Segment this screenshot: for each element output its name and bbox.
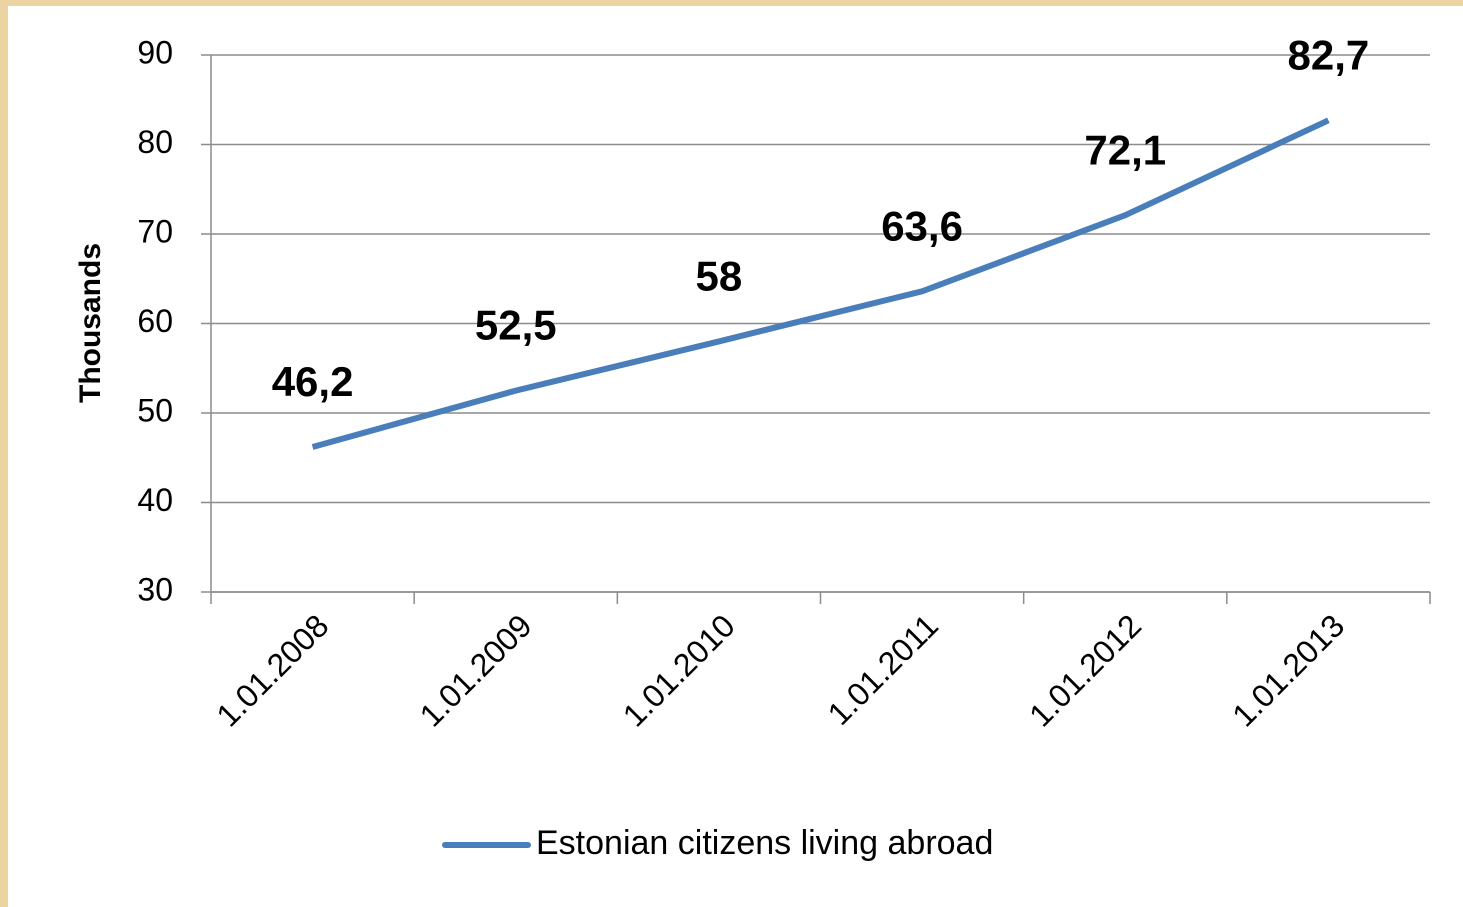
y-tick-label: 70 bbox=[137, 213, 173, 249]
series-line bbox=[311, 117, 1330, 450]
data-label: 63,6 bbox=[881, 202, 963, 249]
data-label: 46,2 bbox=[272, 358, 354, 405]
data-label: 52,5 bbox=[475, 302, 557, 349]
chart-area bbox=[8, 6, 1463, 907]
legend-label: Estonian citizens living abroad bbox=[536, 824, 993, 862]
data-label: 82,7 bbox=[1288, 31, 1370, 78]
y-tick-label: 50 bbox=[137, 392, 173, 428]
y-tick-label: 80 bbox=[137, 124, 173, 160]
y-tick-label: 40 bbox=[137, 482, 173, 518]
data-label: 58 bbox=[696, 252, 743, 299]
data-label: 72,1 bbox=[1084, 126, 1166, 173]
y-tick-label: 60 bbox=[137, 303, 173, 339]
y-tick-label: 30 bbox=[137, 571, 173, 607]
y-tick-label: 90 bbox=[137, 34, 173, 70]
y-axis-title: Thousands bbox=[74, 243, 107, 403]
